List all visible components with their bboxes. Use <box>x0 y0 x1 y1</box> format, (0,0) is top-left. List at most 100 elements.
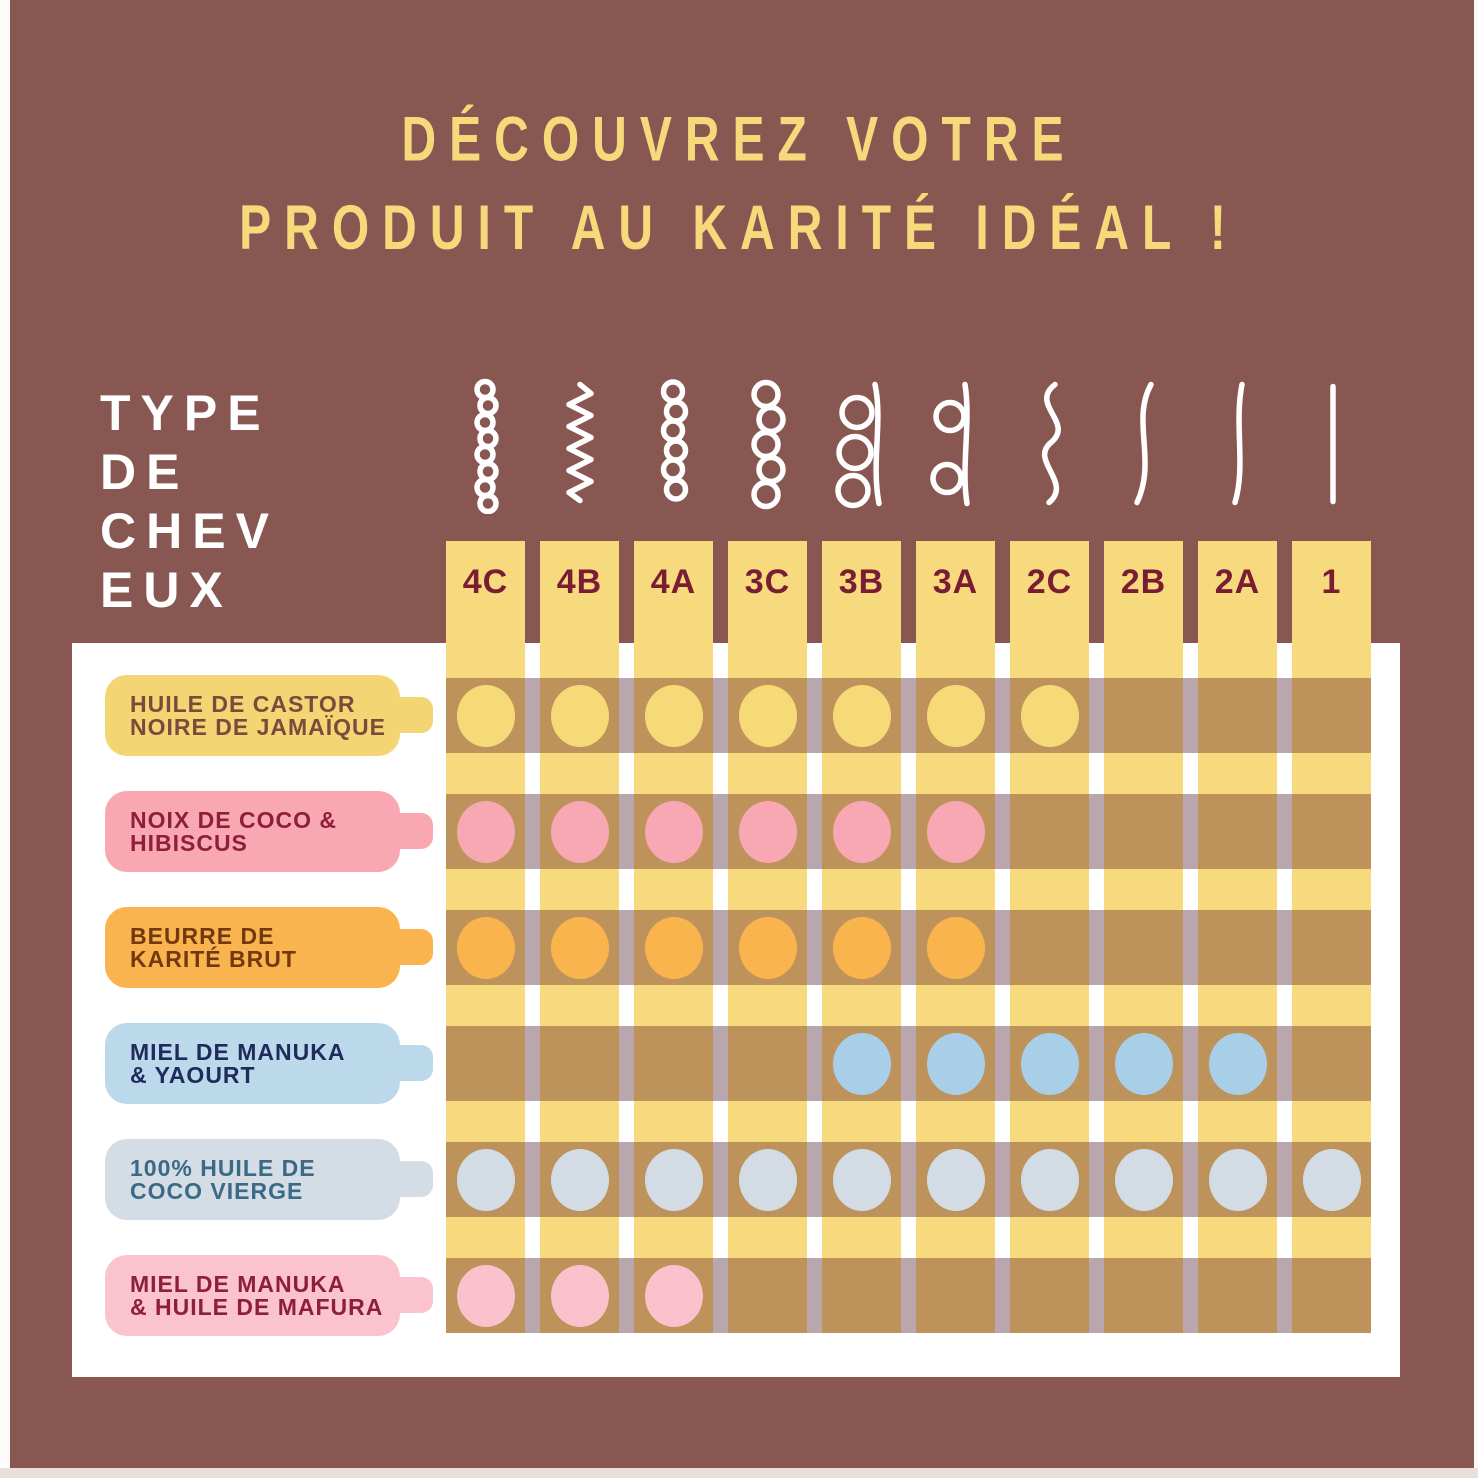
matrix-cell <box>634 1142 713 1217</box>
product-label-line: & HUILE DE MAFURA <box>130 1293 384 1320</box>
compatibility-dot <box>926 684 985 747</box>
pill-neck <box>400 813 433 849</box>
pill-neck <box>400 697 433 733</box>
product-label-text: MIEL DE MANUKA & YAOURT <box>130 1023 345 1104</box>
matrix-cell <box>1198 794 1277 869</box>
compatibility-dot <box>550 916 609 979</box>
matrix-cell <box>728 678 807 753</box>
zigzag-icon <box>565 381 594 504</box>
product-label-line: BEURRE DE <box>130 922 275 949</box>
compatibility-dot <box>1302 1148 1361 1211</box>
matrix-cell <box>1010 794 1089 869</box>
matrix-cell <box>1198 1026 1277 1101</box>
matrix-cell <box>728 794 807 869</box>
matrix-cell <box>540 1258 619 1333</box>
matrix-cell <box>1104 1026 1183 1101</box>
matrix-cell <box>728 1026 807 1101</box>
product-row <box>446 678 1371 753</box>
compatibility-dot <box>832 800 891 863</box>
matrix-cell <box>446 1026 525 1101</box>
matrix-cell <box>1104 678 1183 753</box>
product-label-line: HUILE DE CASTOR <box>130 690 356 717</box>
matrix-cell <box>1010 1026 1089 1101</box>
compatibility-dot <box>644 1148 703 1211</box>
matrix-cell <box>916 1026 995 1101</box>
compatibility-dot <box>1020 1148 1079 1211</box>
product-label-pill: 100% HUILE DE COCO VIERGE <box>105 1139 400 1220</box>
hair-type-label: 3A <box>932 563 979 601</box>
compatibility-dot <box>1208 1032 1267 1095</box>
page-title-line1: DÉCOUVREZ VOTRE <box>401 105 1077 176</box>
product-label-line: NOIRE DE JAMAÏQUE <box>130 713 386 740</box>
compatibility-dot <box>1114 1032 1173 1095</box>
matrix-cell <box>728 910 807 985</box>
strong-wave-icon <box>1041 381 1061 506</box>
soft-wave-icon <box>1133 381 1154 506</box>
matrix-cell <box>446 1258 525 1333</box>
product-label-line: MIEL DE MANUKA <box>130 1038 346 1065</box>
compatibility-dot <box>644 1264 703 1327</box>
compatibility-dot <box>456 684 515 747</box>
product-label-line: HIBISCUS <box>130 829 248 856</box>
matrix-cell <box>634 1258 713 1333</box>
matrix-cell <box>1010 678 1089 753</box>
bottom-edge-strip <box>0 1468 1478 1478</box>
compatibility-dot <box>738 800 797 863</box>
product-label-pill: BEURRE DE KARITÉ BRUT <box>105 907 400 988</box>
axis-label-line: EUX <box>100 562 233 618</box>
matrix-cell <box>822 1258 901 1333</box>
hair-type-label: 2A <box>1214 563 1261 601</box>
hair-type-axis-label: TYPE DE CHEV EUX <box>100 384 279 620</box>
matrix-cell <box>1198 1142 1277 1217</box>
matrix-cell <box>916 910 995 985</box>
product-row <box>446 1142 1371 1217</box>
compatibility-dot <box>832 684 891 747</box>
matrix-cell <box>1292 1026 1371 1101</box>
compatibility-dot <box>926 1148 985 1211</box>
matrix-cell <box>634 1026 713 1101</box>
pill-neck <box>400 1277 433 1313</box>
compatibility-dot <box>926 1032 985 1095</box>
pill-neck <box>400 1045 433 1081</box>
matrix-cell <box>728 1142 807 1217</box>
compatibility-dot <box>832 1148 891 1211</box>
matrix-cell <box>540 1142 619 1217</box>
hair-type-label: 1 <box>1321 563 1342 601</box>
product-label-text: MIEL DE MANUKA & HUILE DE MAFURA <box>130 1255 383 1336</box>
compatibility-dot <box>644 916 703 979</box>
large-loops-icon <box>834 381 882 509</box>
matrix-cell <box>1010 910 1089 985</box>
matrix-cell <box>916 1142 995 1217</box>
product-label-text: NOIX DE COCO & HIBISCUS <box>130 791 337 872</box>
matrix-cell <box>728 1258 807 1333</box>
compatibility-dot <box>550 800 609 863</box>
matrix-cell <box>446 1142 525 1217</box>
compatibility-dot <box>1020 684 1079 747</box>
axis-label-line: TYPE <box>100 385 271 441</box>
light-wave-icon <box>1231 381 1245 506</box>
matrix-cell <box>822 1142 901 1217</box>
product-row <box>446 910 1371 985</box>
product-label-text: 100% HUILE DE COCO VIERGE <box>130 1139 316 1220</box>
matrix-cell <box>1104 1258 1183 1333</box>
compatibility-dot <box>456 800 515 863</box>
product-label-line: NOIX DE COCO & <box>130 806 337 833</box>
compatibility-dot <box>550 684 609 747</box>
matrix-cell <box>1198 678 1277 753</box>
hair-type-label: 3C <box>744 563 791 601</box>
matrix-cell <box>1198 910 1277 985</box>
matrix-cell <box>446 794 525 869</box>
product-label-pill: NOIX DE COCO & HIBISCUS <box>105 791 400 872</box>
compatibility-dot <box>644 684 703 747</box>
matrix-cell <box>540 794 619 869</box>
compatibility-dot <box>644 800 703 863</box>
hair-type-label: 4B <box>556 563 603 601</box>
matrix-cell <box>916 678 995 753</box>
axis-label-line: CHEV <box>100 503 279 559</box>
compatibility-dot <box>1114 1148 1173 1211</box>
compatibility-dot <box>550 1264 609 1327</box>
matrix-cell <box>1198 1258 1277 1333</box>
product-label-line: KARITÉ BRUT <box>130 945 297 972</box>
compatibility-dot <box>1208 1148 1267 1211</box>
